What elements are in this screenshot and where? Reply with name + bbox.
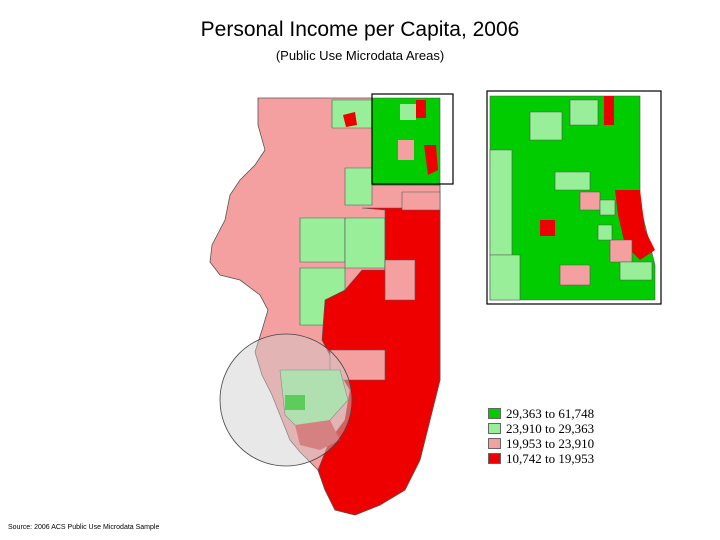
legend-label-3: 19,953 to 23,910	[506, 435, 595, 451]
region-east-pink	[384, 259, 416, 301]
legend-item-2: 23,910 to 29,363	[488, 421, 594, 436]
region-southeast-pink	[401, 191, 441, 211]
map-title: Personal Income per Capita, 2006	[200, 18, 520, 41]
legend-label-1: 29,363 to 61,748	[506, 405, 595, 421]
legend-swatch-2	[488, 423, 501, 434]
legend-swatch-3	[488, 438, 501, 449]
legend-item-1: 29,363 to 61,748	[488, 406, 594, 421]
legend-swatch-1	[488, 408, 501, 419]
legend-label-2: 23,910 to 29,363	[506, 420, 595, 436]
region-rockford-red	[343, 112, 357, 127]
region-metro-east-red	[295, 420, 340, 450]
region-chicago-red	[416, 100, 426, 118]
legend-item-4: 10,742 to 19,953	[488, 451, 594, 466]
region-bloomington-light-green	[344, 217, 386, 269]
region-chicago-red-2	[424, 145, 438, 175]
source-note: Source: 2006 ACS Public Use Microdata Sa…	[8, 524, 160, 531]
legend-label-4: 10,742 to 19,953	[506, 450, 595, 466]
region-peoria-light-green	[299, 217, 346, 263]
region-central-light-green	[344, 167, 373, 206]
chicago-highlight-box	[371, 93, 454, 185]
legend-item-3: 19,953 to 23,910	[488, 436, 594, 451]
legend-swatch-4	[488, 453, 501, 464]
region-chicago-light	[400, 104, 416, 120]
legend: 29,363 to 61,748 23,910 to 29,363 19,953…	[488, 406, 594, 466]
map-subtitle: (Public Use Microdata Areas)	[275, 48, 445, 63]
region-chicago-pink	[398, 140, 414, 160]
chicago-inset-map	[486, 90, 662, 305]
metro-east-highlight-circle	[219, 333, 353, 467]
region-metro-east-green	[285, 395, 305, 410]
